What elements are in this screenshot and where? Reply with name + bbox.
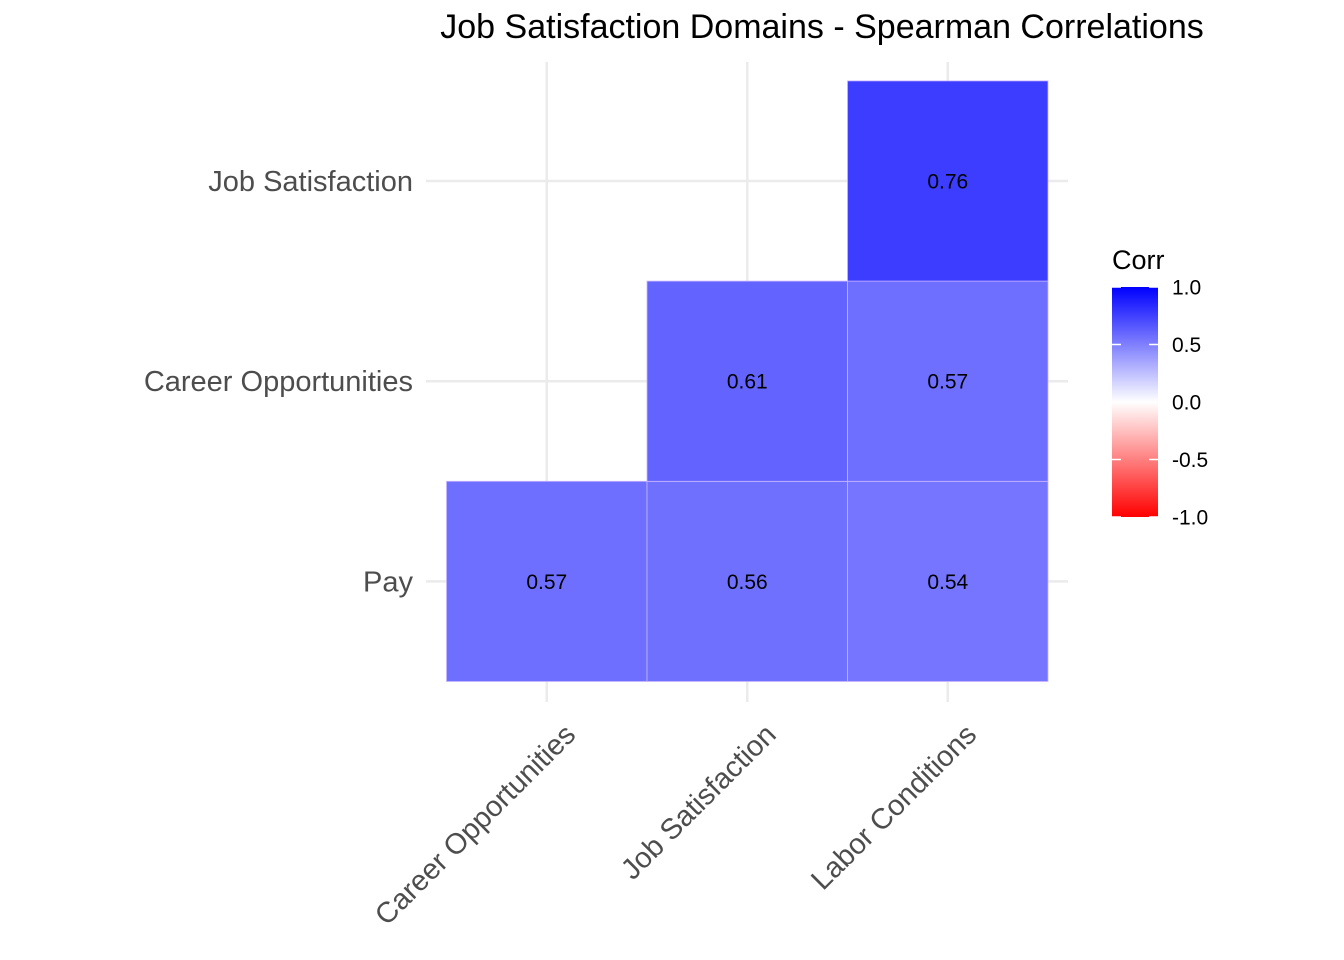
cell-label-pay-job-satisfaction: 0.56 — [727, 571, 768, 594]
chart-title: Job Satisfaction Domains - Spearman Corr… — [440, 8, 1203, 46]
legend-tick-label: -0.5 — [1172, 449, 1208, 472]
x-tick-label-career-opportunities: Career Opportunities — [369, 719, 582, 932]
legend-tick-label: 0.0 — [1172, 392, 1201, 415]
heatmap-cell-pay-career-opportunities — [446, 480, 648, 682]
heatmap-cells — [446, 80, 1049, 682]
heatmap-cell-job-satisfaction-labor-conditions — [847, 80, 1049, 282]
y-axis-tick-labels: Pay Career Opportunities Job Satisfaction — [144, 166, 414, 598]
legend-tick-label: -1.0 — [1172, 507, 1208, 530]
legend-tick-label: 1.0 — [1172, 277, 1201, 300]
x-tick-label-job-satisfaction: Job Satisfaction — [615, 719, 782, 886]
y-tick-label-job-satisfaction: Job Satisfaction — [208, 166, 413, 198]
y-tick-label-pay: Pay — [363, 566, 413, 598]
y-tick-label-career-opportunities: Career Opportunities — [144, 366, 413, 398]
cell-label-pay-career-opportunities: 0.57 — [526, 571, 567, 594]
x-tick-label-labor-conditions: Labor Conditions — [805, 719, 983, 897]
cell-label-career-opportunities-job-satisfaction: 0.61 — [727, 371, 768, 394]
cell-label-job-satisfaction-labor-conditions: 0.76 — [927, 171, 968, 194]
heatmap-cell-career-opportunities-job-satisfaction — [646, 280, 848, 482]
legend-tick-label: 0.5 — [1172, 334, 1201, 357]
legend-title: Corr — [1112, 245, 1165, 275]
cell-value-labels: 0.57 0.56 0.54 0.61 0.57 0.76 — [526, 171, 968, 594]
cell-label-career-opportunities-labor-conditions: 0.57 — [927, 371, 968, 394]
color-legend: Corr 1.0 0.5 0.0 -0.5 -1.0 — [1112, 245, 1208, 530]
cell-label-pay-labor-conditions: 0.54 — [927, 571, 968, 594]
x-axis-tick-labels: Career Opportunities Job Satisfaction Labo… — [369, 719, 983, 932]
heatmap-cell-career-opportunities-labor-conditions — [847, 280, 1049, 482]
heatmap-cell-pay-labor-conditions — [847, 480, 1049, 682]
legend-ticks: 1.0 0.5 0.0 -0.5 -1.0 — [1112, 277, 1208, 530]
